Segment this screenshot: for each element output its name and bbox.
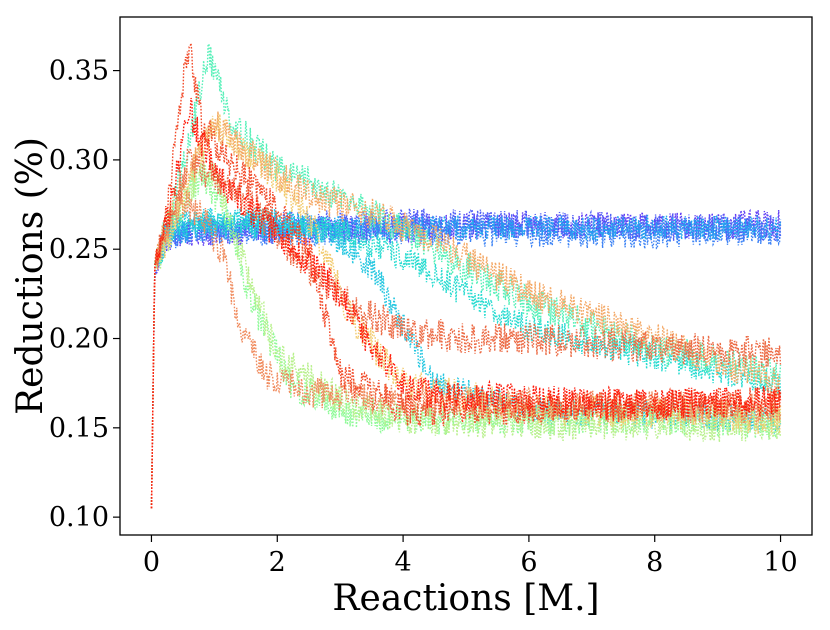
x-tick-label: 6 <box>520 547 537 578</box>
series-line-run-15 <box>150 97 782 509</box>
series-line-run-11 <box>150 111 782 509</box>
series-line-run-4 <box>150 213 782 509</box>
series-line-run-14 <box>150 43 782 509</box>
y-tick-label: 0.30 <box>49 145 109 176</box>
x-tick-label: 4 <box>394 547 411 578</box>
y-tick-label: 0.10 <box>49 502 109 533</box>
y-axis-label: Reductions (%) <box>10 137 51 415</box>
series-line-run-3 <box>150 215 782 509</box>
x-axis-label: Reactions [M.] <box>332 578 599 619</box>
y-tick-label: 0.15 <box>49 413 109 444</box>
x-tick-label: 2 <box>269 547 286 578</box>
series-line-run-7 <box>150 43 782 509</box>
y-tick-label: 0.25 <box>49 234 109 265</box>
series-line-run-5 <box>150 206 782 509</box>
x-tick-label: 0 <box>143 547 160 578</box>
y-tick-label: 0.35 <box>49 56 109 87</box>
x-tick-label: 8 <box>646 547 663 578</box>
y-tick-label: 0.20 <box>49 324 109 355</box>
series-layer <box>150 43 782 509</box>
series-line-run-13 <box>150 148 782 509</box>
series-line-run-12 <box>150 190 782 509</box>
y-axis: 0.10 0.15 0.20 0.25 0.30 0.35 <box>49 56 120 533</box>
x-tick-label: 10 <box>763 547 797 578</box>
plot-frame <box>119 16 813 536</box>
x-axis: 0 2 4 6 8 10 <box>143 535 798 578</box>
